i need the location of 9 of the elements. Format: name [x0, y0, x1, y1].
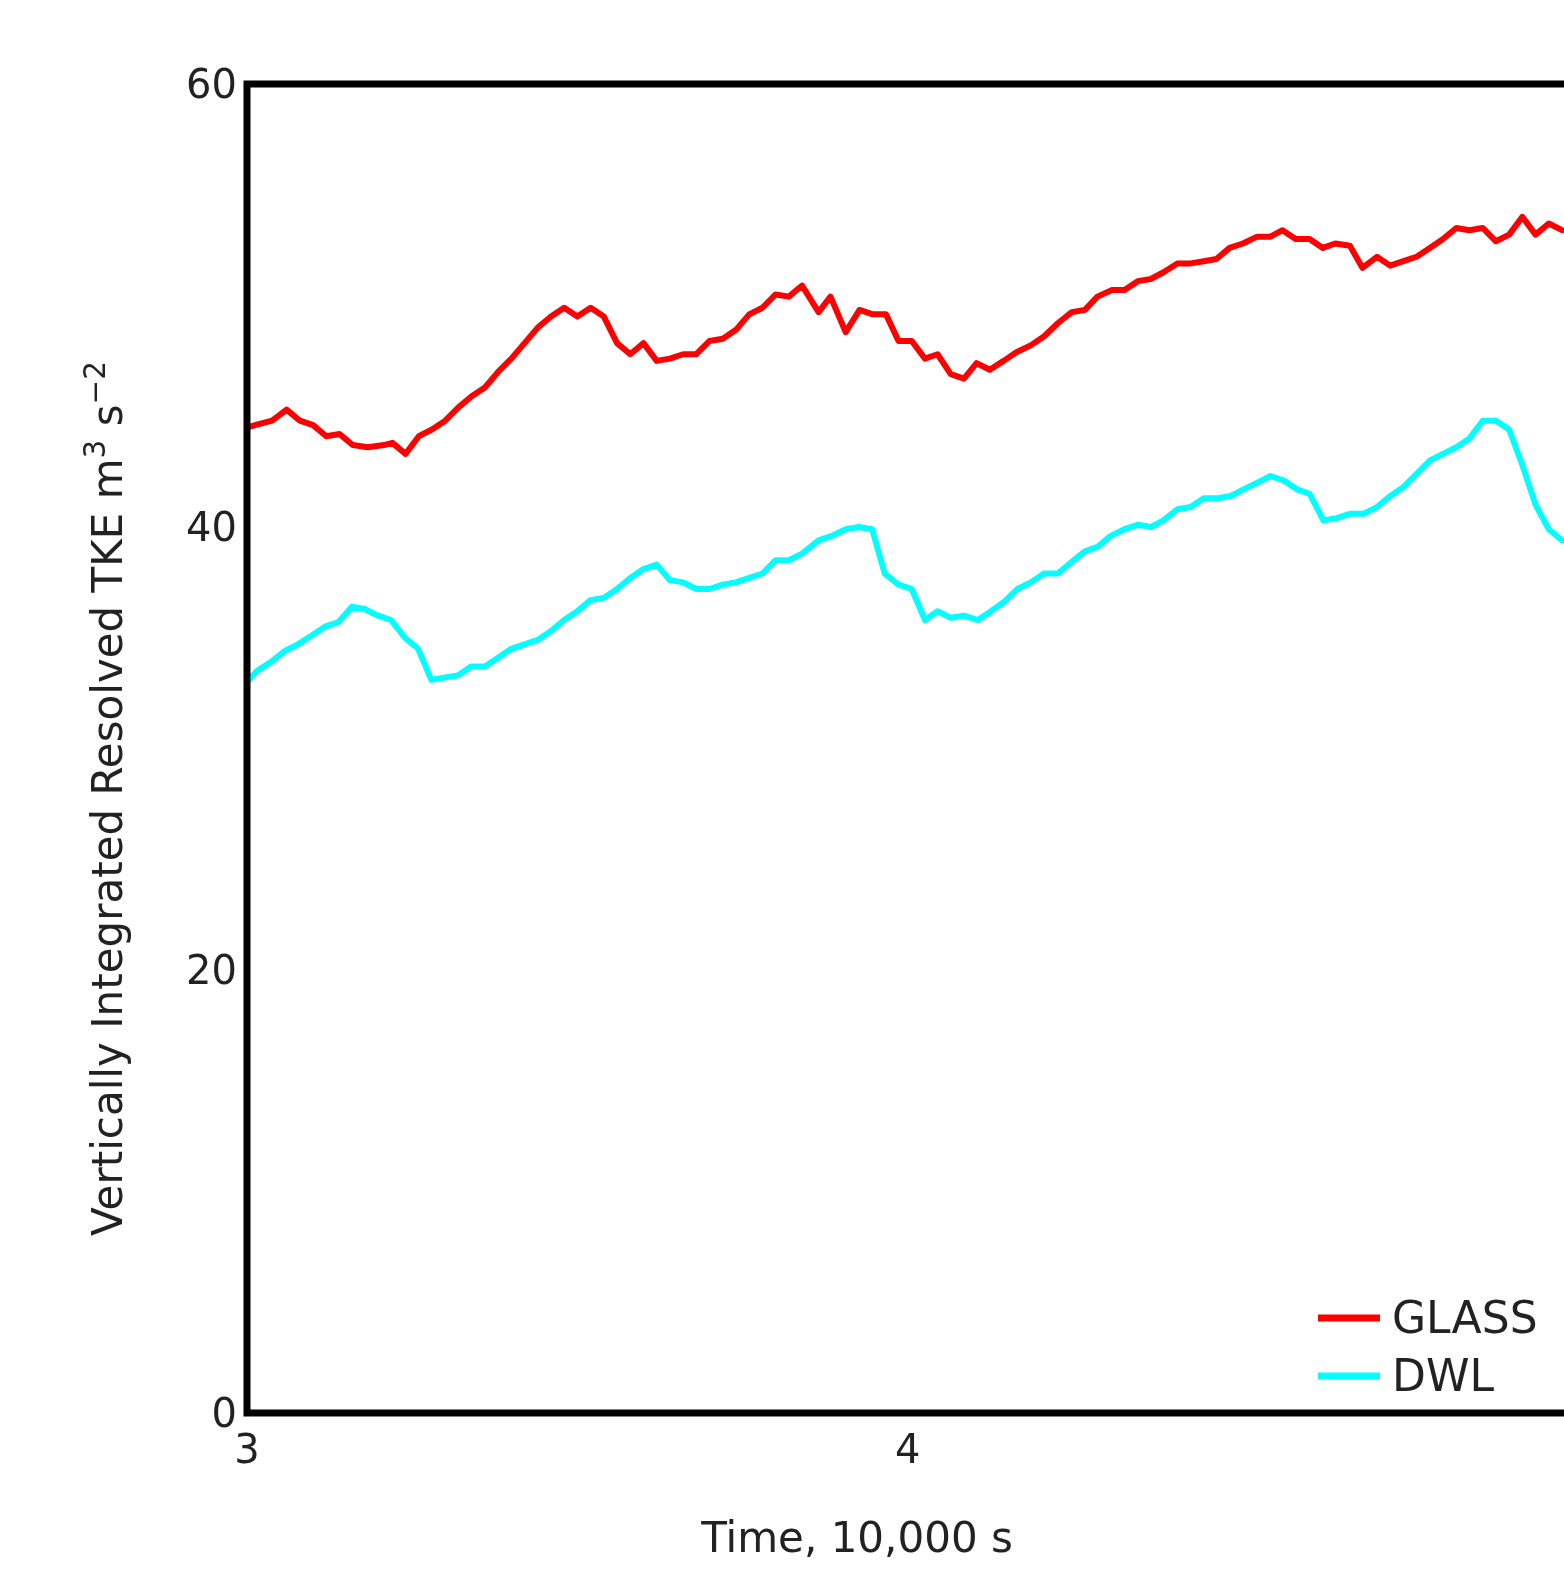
y-tick-label: 40: [186, 504, 237, 550]
legend-label: GLASS: [1392, 1292, 1538, 1344]
x-tick-label: 4: [895, 1426, 921, 1472]
legend-label: DWL: [1392, 1350, 1495, 1402]
y-tick-label: 20: [186, 947, 237, 993]
x-tick-label: 3: [234, 1426, 260, 1472]
y-tick-label: 60: [186, 61, 237, 107]
x-axis-title: Time, 10,000 s: [700, 1513, 1013, 1562]
y-tick-label: 0: [211, 1390, 237, 1436]
